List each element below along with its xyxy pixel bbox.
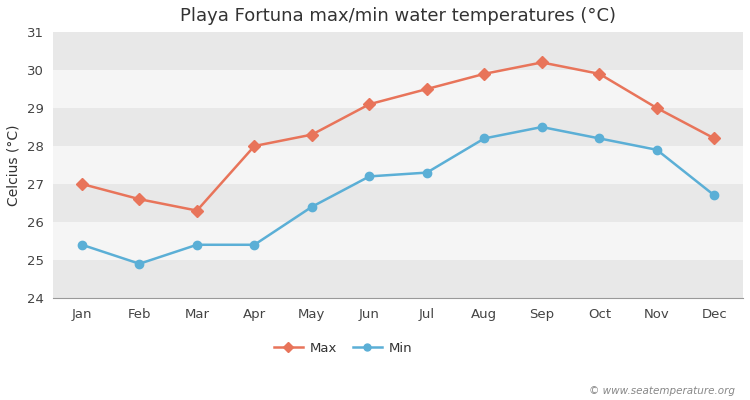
Max — [250, 144, 259, 148]
Min — [595, 136, 604, 141]
Min — [193, 242, 202, 247]
Bar — [53, 260, 743, 298]
Max — [77, 182, 86, 186]
Min — [365, 174, 374, 179]
Bar — [53, 70, 743, 108]
Text: © www.seatemperature.org: © www.seatemperature.org — [589, 386, 735, 396]
Max — [365, 102, 374, 107]
Max — [652, 106, 662, 110]
Max — [537, 60, 546, 65]
Legend: Max, Min: Max, Min — [268, 336, 417, 360]
Max — [480, 72, 489, 76]
Min — [250, 242, 259, 247]
Title: Playa Fortuna max/min water temperatures (°C): Playa Fortuna max/min water temperatures… — [180, 7, 616, 25]
Bar — [53, 32, 743, 70]
Line: Min: Min — [78, 123, 718, 268]
Bar — [53, 184, 743, 222]
Bar — [53, 146, 743, 184]
Line: Max: Max — [78, 58, 718, 215]
Max — [710, 136, 718, 141]
Max — [193, 208, 202, 213]
Y-axis label: Celcius (°C): Celcius (°C) — [7, 124, 21, 206]
Min — [537, 125, 546, 130]
Max — [135, 197, 144, 202]
Min — [652, 148, 662, 152]
Min — [710, 193, 718, 198]
Min — [480, 136, 489, 141]
Bar — [53, 222, 743, 260]
Max — [595, 72, 604, 76]
Max — [308, 132, 316, 137]
Bar — [53, 108, 743, 146]
Min — [422, 170, 431, 175]
Min — [308, 204, 316, 209]
Max — [422, 87, 431, 92]
Min — [77, 242, 86, 247]
Min — [135, 261, 144, 266]
